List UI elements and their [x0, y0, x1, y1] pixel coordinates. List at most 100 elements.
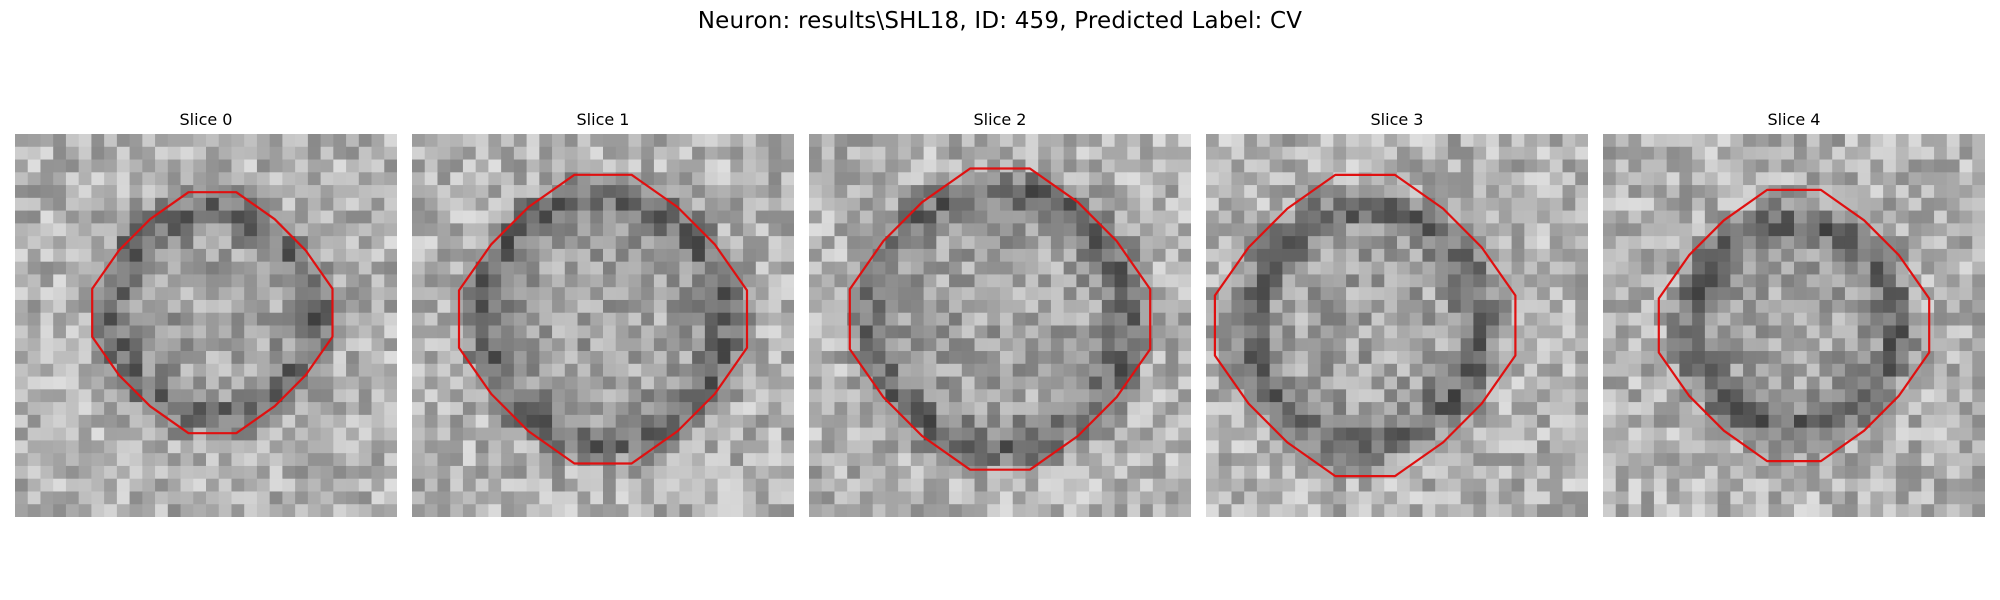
pixel-cell: [872, 312, 886, 326]
pixel-cell: [1883, 351, 1897, 365]
pixel-cell: [615, 236, 629, 250]
pixel-cell: [1806, 427, 1820, 441]
pixel-cell: [1934, 134, 1948, 148]
pixel-cell: [628, 274, 642, 288]
pixel-cell: [1794, 299, 1808, 314]
pixel-cell: [961, 351, 975, 365]
pixel-cell: [1883, 172, 1897, 186]
pixel-cell: [269, 376, 283, 390]
pixel-cell: [1486, 504, 1500, 517]
pixel-cell: [564, 210, 578, 224]
pixel-cell: [1844, 197, 1859, 211]
pixel-cell: [1666, 172, 1680, 186]
pixel-cell: [1460, 402, 1474, 416]
pixel-cell: [412, 172, 426, 186]
pixel-cell: [974, 338, 988, 352]
pixel-cell: [1562, 491, 1576, 505]
pixel-cell: [1704, 185, 1718, 199]
pixel-cell: [1895, 465, 1909, 480]
pixel-cell: [1178, 159, 1191, 173]
pixel-cell: [193, 453, 207, 467]
pixel-cell: [872, 402, 886, 416]
pixel-cell: [1282, 172, 1296, 186]
pixel-cell: [755, 134, 769, 148]
pixel-cell: [1641, 376, 1655, 390]
pixel-cell: [1946, 491, 1960, 505]
pixel-cell: [1704, 440, 1718, 454]
pixel-cell: [1857, 210, 1871, 224]
pixel-cell: [1615, 325, 1629, 339]
pixel-cell: [1717, 210, 1731, 224]
pixel-cell: [1000, 504, 1014, 517]
pixel-cell: [320, 248, 334, 263]
pixel-cell: [1806, 465, 1820, 480]
pixel-cell: [1806, 236, 1820, 250]
pixel-cell: [307, 287, 321, 301]
pixel-cell: [1089, 376, 1103, 390]
pixel-cell: [1371, 338, 1385, 352]
pixel-cell: [129, 363, 143, 377]
pixel-cell: [1844, 236, 1859, 250]
pixel-cell: [1012, 465, 1026, 480]
pixel-cell: [1000, 172, 1014, 186]
pixel-cell: [437, 172, 451, 186]
pixel-cell: [1435, 312, 1449, 326]
pixel-cell: [1460, 312, 1474, 326]
pixel-cell: [666, 299, 680, 314]
pixel-cell: [1883, 210, 1897, 224]
pixel-cell: [1603, 223, 1617, 237]
pixel-cell: [231, 325, 245, 339]
pixel-cell: [1603, 491, 1617, 505]
pixel-cell: [78, 210, 92, 224]
pixel-cell: [412, 210, 426, 224]
pixel-cell: [1870, 414, 1884, 429]
pixel-cell: [307, 478, 321, 492]
pixel-cell: [1717, 453, 1731, 467]
pixel-cell: [1895, 453, 1909, 467]
pixel-cell: [653, 465, 668, 480]
pixel-cell: [142, 465, 156, 480]
pixel-cell: [679, 389, 693, 403]
pixel-cell: [384, 261, 397, 275]
pixel-cell: [539, 299, 553, 314]
pixel-cell: [371, 453, 385, 467]
pixel-cell: [155, 312, 169, 326]
pixel-cell: [1089, 414, 1103, 429]
pixel-cell: [1895, 427, 1909, 441]
pixel-cell: [1562, 427, 1576, 441]
pixel-cell: [1012, 287, 1026, 301]
pixel-cell: [1409, 338, 1423, 352]
pixel-cell: [730, 491, 744, 505]
pixel-cell: [1908, 197, 1922, 211]
pixel-cell: [384, 325, 397, 339]
pixel-cell: [320, 287, 334, 301]
pixel-cell: [116, 478, 130, 492]
pixel-cell: [1524, 312, 1538, 326]
pixel-cell: [1628, 440, 1642, 454]
pixel-cell: [155, 146, 169, 160]
pixel-cell: [1679, 197, 1693, 211]
pixel-cell: [1460, 248, 1474, 263]
pixel-cell: [116, 427, 130, 441]
pixel-cell: [1615, 146, 1629, 160]
pixel-cell: [1959, 478, 1973, 492]
pixel-cell: [717, 134, 731, 148]
pixel-cell: [1768, 299, 1782, 314]
pixel-cell: [282, 465, 296, 480]
pixel-cell: [539, 478, 553, 492]
pixel-cell: [1679, 427, 1693, 441]
pixel-cell: [424, 185, 438, 199]
pixel-cell: [692, 491, 706, 505]
pixel-cell: [821, 491, 835, 505]
pixel-cell: [679, 287, 693, 301]
pixel-cell: [910, 465, 924, 480]
pixel-cell: [1883, 299, 1897, 314]
pixel-cell: [1666, 453, 1680, 467]
pixel-cell: [859, 338, 874, 352]
pixel-cell: [412, 146, 426, 160]
pixel-cell: [1089, 197, 1103, 211]
pixel-cell: [91, 389, 105, 403]
pixel-cell: [781, 453, 794, 467]
pixel-cell: [346, 210, 360, 224]
pixel-cell: [1857, 248, 1871, 263]
